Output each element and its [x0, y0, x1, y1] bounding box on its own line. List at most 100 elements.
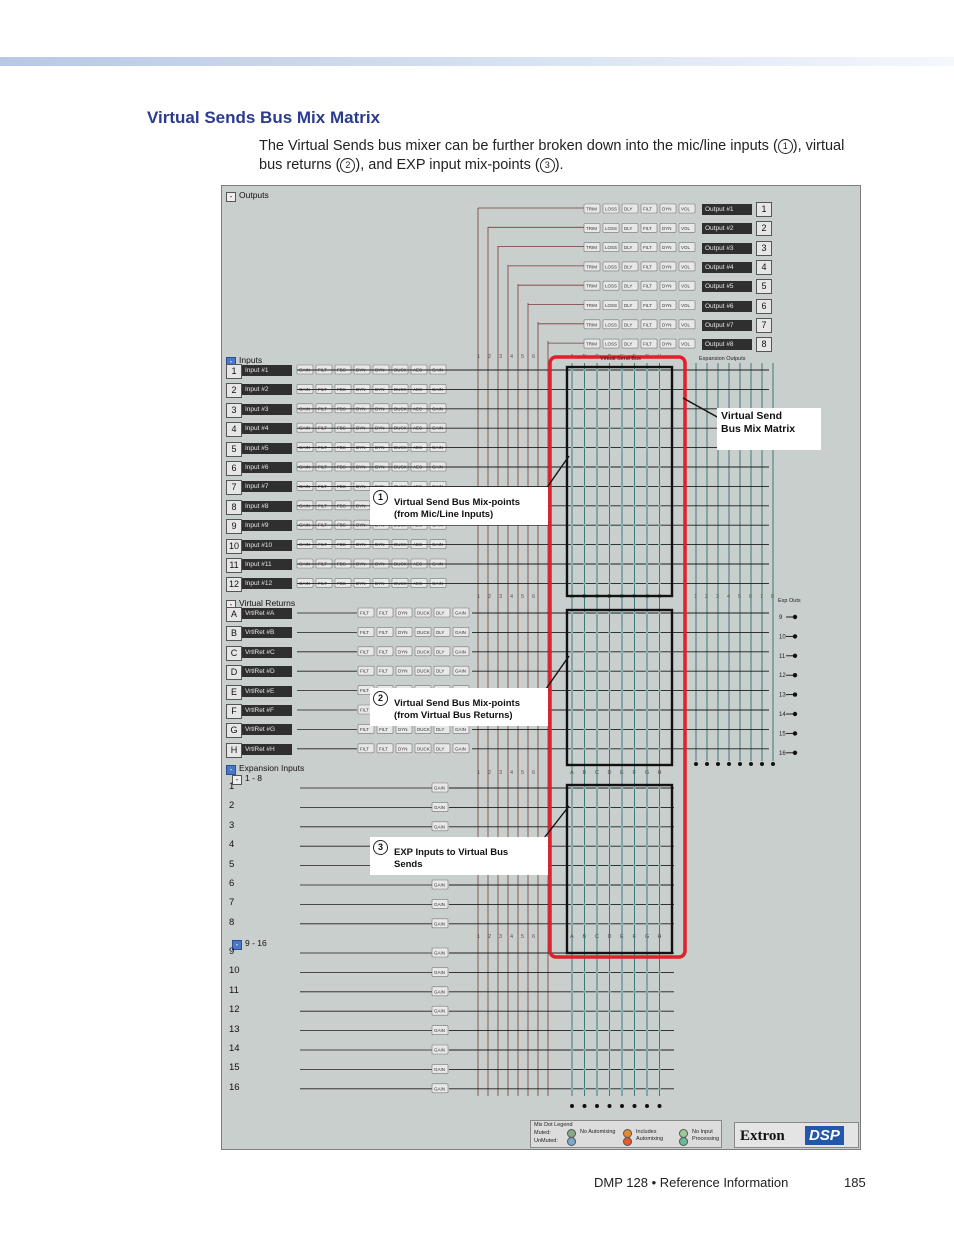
- mix-point-dot: [583, 1029, 586, 1032]
- input-proc-block: [391, 422, 409, 433]
- output-proc-block-label: VOL: [681, 245, 691, 250]
- input-proc-block: [372, 539, 390, 549]
- column-letter-label: G: [645, 770, 649, 776]
- expansion-inputs-section-label[interactable]: - Expansion Inputs: [226, 763, 304, 775]
- mix-point-dot: [620, 903, 624, 906]
- mix-point-dot: [583, 825, 586, 828]
- mix-point-dot: [633, 631, 636, 634]
- mix-point-dot: [595, 1048, 599, 1052]
- mix-point-dot: [595, 990, 599, 993]
- extron-dsp-logo: Extron DSP: [734, 1122, 859, 1148]
- mix-point-dot: [608, 1048, 611, 1052]
- return-proc-block-label: DUCK: [417, 669, 430, 674]
- exp-column-number: 8: [771, 594, 774, 600]
- output-proc-block-label: LOSS: [605, 303, 617, 308]
- outputs-section-label[interactable]: - Outputs: [226, 190, 269, 202]
- mix-point-dot: [633, 504, 636, 507]
- mix-point-dot: [583, 670, 586, 673]
- input-proc-block: [353, 558, 371, 569]
- return-letter-badge: E: [226, 684, 242, 700]
- exp-gain-block-label: GAIN: [434, 902, 445, 907]
- return-proc-block-label: DLY: [436, 746, 444, 751]
- column-letter-label: B: [583, 770, 587, 776]
- output-proc-block: [602, 242, 620, 252]
- collapse-icon[interactable]: -: [232, 775, 242, 785]
- mix-point-dot: [570, 368, 574, 372]
- mix-point-dot: [583, 631, 586, 634]
- mix-point-dot: [570, 562, 574, 566]
- output-proc-block-label: FILT: [643, 284, 652, 289]
- mix-point-dot: [633, 728, 636, 731]
- collapse-icon[interactable]: -: [226, 192, 236, 202]
- mix-point-dot: [608, 708, 611, 712]
- mix-point-dot: [595, 728, 599, 731]
- mix-point-dot: [633, 582, 636, 585]
- output-proc-block-label: LOSS: [605, 264, 617, 269]
- mix-point-dot: [608, 485, 611, 488]
- column-number-label: 2: [488, 354, 491, 360]
- input-proc-block: [315, 364, 333, 375]
- return-proc-block-label: DLY: [436, 649, 444, 654]
- input-proc-block: [391, 558, 409, 569]
- input-number-badge: 9: [226, 519, 242, 535]
- mix-point-dot: [583, 747, 586, 750]
- collapse-icon[interactable]: -: [232, 940, 242, 950]
- input-proc-block: [391, 539, 409, 549]
- collapse-icon[interactable]: -: [226, 765, 236, 775]
- input-proc-block: [334, 578, 352, 588]
- mix-point-dot: [595, 1029, 599, 1032]
- mix-point-dot: [583, 845, 586, 848]
- callout-marker-2: 2: [340, 158, 356, 173]
- mix-point-dot: [658, 747, 661, 750]
- input-proc-block: [296, 519, 314, 530]
- mix-point-dot: [583, 971, 586, 974]
- input-proc-block: [410, 578, 428, 588]
- exp-column-number: 2: [705, 594, 708, 600]
- mix-point-dot: [595, 708, 599, 712]
- exp-group-1-8-label[interactable]: -1 - 8: [232, 773, 262, 785]
- mix-point-dot: [570, 407, 574, 410]
- input-proc-block: [315, 500, 333, 511]
- column-letter-label: C: [595, 934, 599, 940]
- exp-input-number: 8: [229, 916, 235, 928]
- input-number-badge: 4: [226, 422, 242, 438]
- input-number-badge: 7: [226, 480, 242, 496]
- exp-gain-block: [431, 1083, 449, 1094]
- mix-point-dot: [570, 971, 574, 974]
- exp-gain-block: [431, 821, 449, 832]
- output-proc-block: [621, 280, 639, 291]
- mix-point-dot: [608, 631, 611, 634]
- mix-point-dot: [645, 883, 649, 887]
- mix-point-dot: [595, 650, 599, 653]
- input-proc-block: [410, 364, 428, 375]
- column-letter-label: A: [570, 934, 574, 940]
- mix-point-dot: [633, 825, 636, 828]
- return-proc-block-label: DYN: [398, 630, 408, 635]
- output-proc-block: [602, 222, 620, 233]
- mix-point-dot: [645, 747, 649, 750]
- mix-point-dot: [645, 611, 649, 615]
- return-name-field: VrtlRet #H: [242, 743, 292, 755]
- output-proc-block: [678, 242, 696, 252]
- return-proc-block: [414, 607, 432, 618]
- column-letter-label: D: [608, 934, 612, 940]
- output-proc-block: [583, 261, 601, 272]
- exp-column-end-dot: [727, 762, 731, 766]
- mix-point-dot: [583, 883, 586, 887]
- return-proc-block: [357, 607, 375, 618]
- return-proc-block: [452, 665, 470, 676]
- mix-point-dot: [570, 1048, 574, 1052]
- mix-point-dot: [595, 446, 599, 449]
- input-proc-block: [296, 384, 314, 394]
- mix-point-dot: [645, 1087, 649, 1090]
- mix-point-dot: [645, 971, 649, 974]
- input-name-field: Input #4: [242, 423, 292, 435]
- input-proc-block: [296, 364, 314, 375]
- mix-point-dot: [595, 504, 599, 507]
- mix-point-dot: [595, 485, 599, 488]
- exp-group-9-16-label[interactable]: -9 - 16: [232, 938, 267, 950]
- output-proc-block: [602, 319, 620, 330]
- exp-out-number: 15: [779, 731, 786, 737]
- return-proc-block-label: GAIN: [455, 649, 466, 654]
- legend-includes-automixing: Includes Automixing: [636, 1129, 664, 1142]
